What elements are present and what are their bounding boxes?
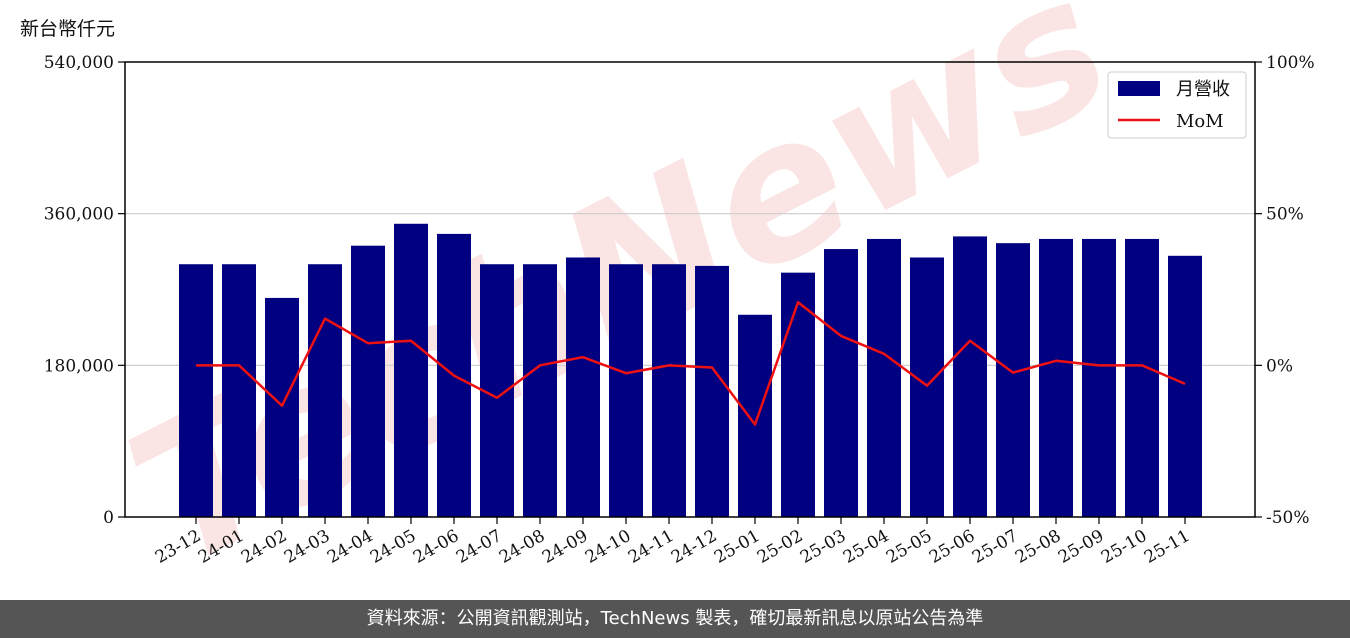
right-tick-label: 50% — [1266, 205, 1304, 225]
revenue-bar — [867, 238, 901, 517]
mom-line-layer — [196, 300, 1186, 426]
revenue-bar — [695, 265, 729, 517]
x-tick-label: 25-10 — [1098, 526, 1150, 568]
revenue-bar — [523, 264, 557, 517]
x-tick-label: 24-07 — [453, 526, 505, 568]
revenue-bar — [1082, 238, 1116, 517]
x-tick-label: 24-12 — [668, 526, 720, 568]
revenue-bar — [910, 257, 944, 517]
right-tick-label: 0% — [1266, 356, 1293, 376]
x-tick-label: 24-05 — [367, 526, 419, 568]
revenue-bar — [996, 243, 1030, 517]
revenue-bar — [781, 272, 815, 517]
x-tick-label: 24-11 — [625, 526, 677, 568]
x-tick-label: 25-04 — [840, 526, 892, 568]
revenue-bar — [351, 245, 385, 517]
revenue-bar — [1168, 255, 1202, 517]
revenue-bar — [1039, 238, 1073, 517]
right-tick-label: -50% — [1266, 508, 1310, 528]
x-tick-label: 25-06 — [926, 526, 978, 568]
plot-frame — [124, 61, 1256, 518]
right-axis: -50% 0% 50% 100% — [1255, 53, 1315, 528]
x-tick-label: 24-06 — [410, 526, 462, 568]
revenue-bar — [394, 223, 428, 517]
left-tick-label: 360,000 — [44, 205, 114, 225]
x-tick-label: 25-11 — [1141, 526, 1193, 568]
revenue-bar — [265, 297, 299, 517]
left-tick-label: 0 — [103, 508, 114, 528]
revenue-bar — [222, 264, 256, 517]
revenue-bar — [953, 236, 987, 517]
legend-label-mom: MoM — [1176, 111, 1224, 132]
left-tick-label: 540,000 — [44, 53, 114, 73]
revenue-bar — [566, 257, 600, 517]
revenue-bar — [824, 249, 858, 518]
x-tick-label: 24-09 — [539, 526, 591, 568]
legend-swatch-bar — [1118, 81, 1160, 96]
revenue-bar — [308, 264, 342, 517]
legend: 月營收 MoM — [1107, 71, 1247, 139]
left-axis: 0 180,000 360,000 540,000 — [44, 53, 125, 528]
unit-label: 新台幣仟元 — [20, 18, 116, 40]
x-tick-label: 25-08 — [1012, 526, 1064, 568]
x-tick-label: 25-03 — [797, 526, 849, 568]
x-tick-label: 25-01 — [711, 526, 763, 568]
x-tick-label: 25-07 — [969, 526, 1021, 568]
left-tick-label: 180,000 — [44, 356, 114, 376]
revenue-bar — [738, 314, 772, 517]
revenue-bars — [179, 223, 1202, 518]
x-tick-label: 25-02 — [754, 526, 806, 568]
x-tick-label: 25-09 — [1055, 526, 1107, 568]
revenue-bar — [652, 264, 686, 517]
mom-line — [196, 300, 1186, 426]
revenue-bar — [1125, 238, 1159, 517]
right-tick-label: 100% — [1266, 53, 1315, 73]
x-tick-label: 25-05 — [883, 526, 935, 568]
revenue-bar — [179, 264, 213, 517]
x-tick-label: 24-10 — [582, 526, 634, 568]
legend-label-revenue: 月營收 — [1176, 79, 1230, 100]
x-tick-label: 24-08 — [496, 526, 548, 568]
source-footer: 資料來源：公開資訊觀測站，TechNews 製表，確切最新訊息以原站公告為準 — [0, 600, 1350, 638]
revenue-bar — [609, 264, 643, 517]
